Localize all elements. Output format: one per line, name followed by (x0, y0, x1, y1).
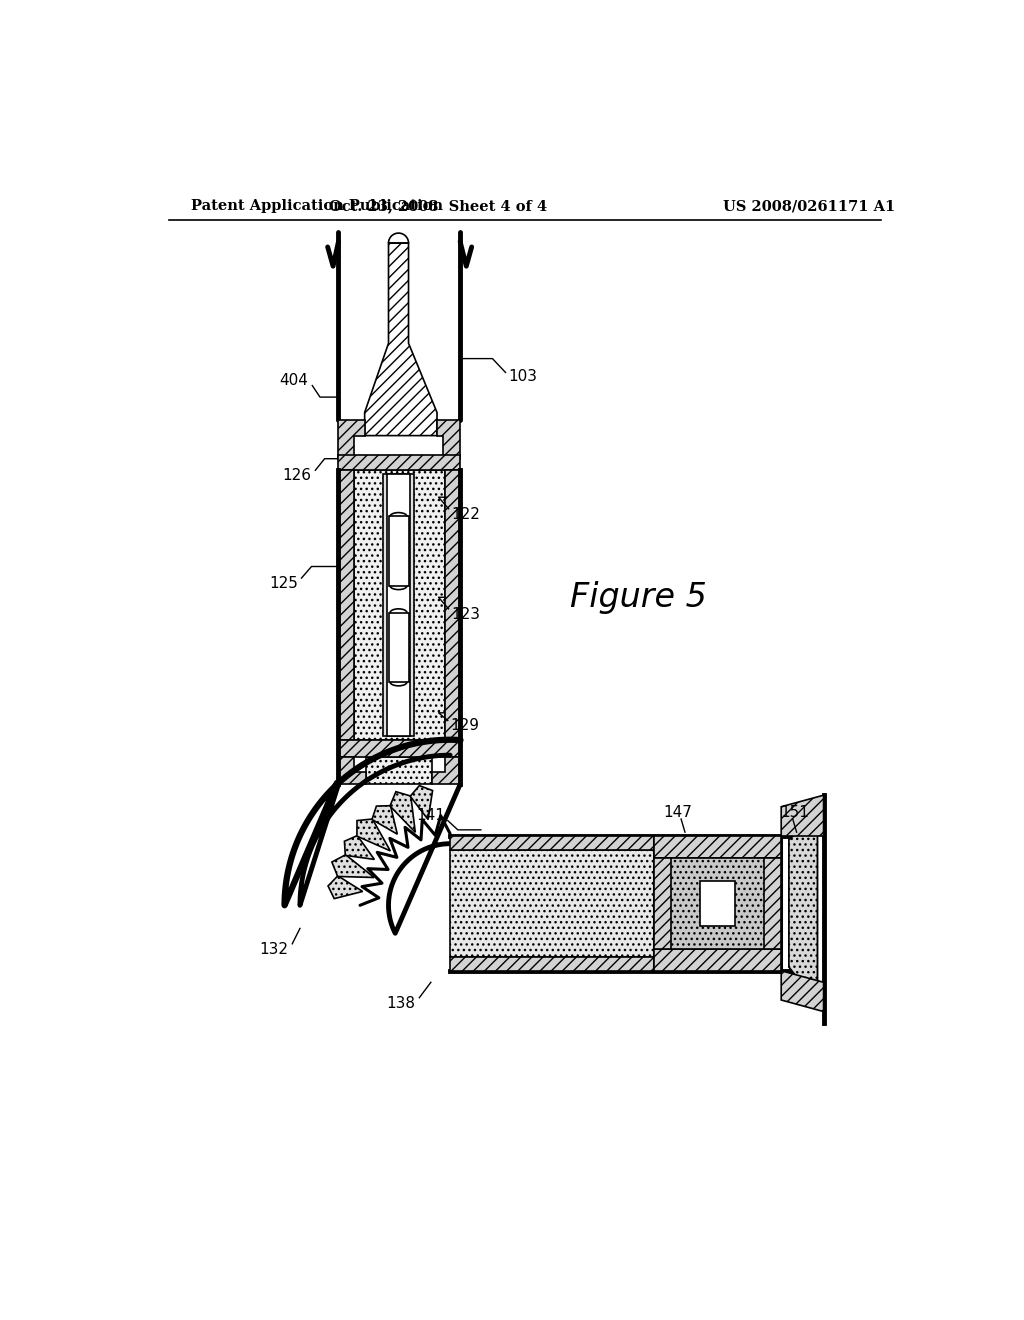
Polygon shape (357, 818, 390, 851)
Polygon shape (388, 516, 409, 586)
Polygon shape (654, 949, 781, 970)
Text: 122: 122 (451, 507, 480, 521)
Polygon shape (339, 455, 460, 470)
Polygon shape (654, 836, 781, 970)
Polygon shape (788, 814, 817, 1003)
Polygon shape (437, 420, 460, 459)
Polygon shape (781, 970, 823, 1011)
Text: 141: 141 (416, 808, 444, 824)
Polygon shape (339, 420, 365, 459)
Text: 125: 125 (269, 576, 298, 591)
Polygon shape (654, 858, 671, 949)
Polygon shape (388, 612, 409, 682)
Text: Figure 5: Figure 5 (570, 581, 708, 614)
Polygon shape (411, 785, 432, 820)
Text: 132: 132 (259, 941, 289, 957)
Text: 129: 129 (451, 718, 479, 734)
Polygon shape (451, 836, 654, 850)
Polygon shape (781, 795, 823, 836)
Polygon shape (365, 243, 437, 436)
Polygon shape (344, 836, 375, 859)
Polygon shape (372, 805, 397, 834)
Text: Patent Application Publication: Patent Application Publication (190, 199, 442, 213)
Text: 404: 404 (280, 372, 308, 388)
Polygon shape (383, 474, 414, 737)
Polygon shape (328, 876, 362, 899)
Text: Oct. 23, 2008  Sheet 4 of 4: Oct. 23, 2008 Sheet 4 of 4 (330, 199, 548, 213)
Polygon shape (367, 756, 432, 784)
Polygon shape (764, 858, 781, 949)
Polygon shape (788, 814, 817, 1003)
Text: 147: 147 (663, 805, 691, 821)
Polygon shape (339, 470, 354, 739)
Polygon shape (658, 858, 777, 949)
Polygon shape (339, 756, 367, 784)
Polygon shape (451, 957, 654, 970)
Polygon shape (444, 470, 460, 739)
Polygon shape (700, 880, 735, 927)
Text: 103: 103 (508, 368, 537, 384)
Polygon shape (451, 850, 654, 957)
Polygon shape (654, 836, 781, 858)
Polygon shape (354, 470, 444, 739)
Polygon shape (332, 855, 374, 878)
Polygon shape (339, 739, 460, 756)
Polygon shape (387, 474, 410, 737)
Text: 151: 151 (780, 805, 810, 821)
Text: US 2008/0261171 A1: US 2008/0261171 A1 (724, 199, 896, 213)
Text: 138: 138 (386, 995, 416, 1011)
Text: 123: 123 (451, 607, 480, 622)
Polygon shape (432, 756, 460, 784)
Polygon shape (390, 792, 416, 833)
Text: 126: 126 (283, 469, 311, 483)
